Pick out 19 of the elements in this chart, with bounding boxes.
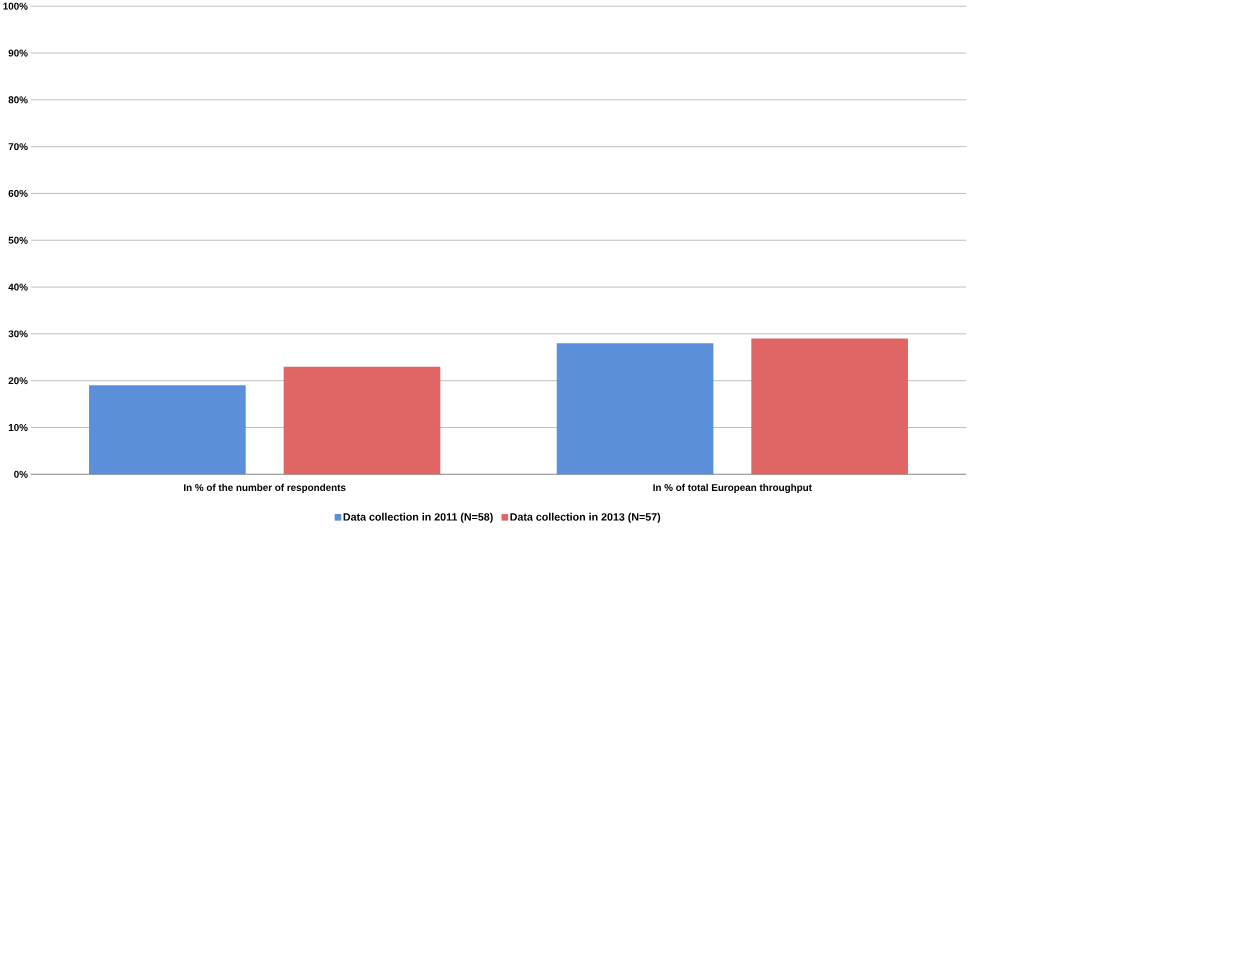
y-tick-label: 100% [3,2,28,10]
y-tick-label: 80% [8,96,28,104]
x-tick-label: In % of the number of respondents [184,483,346,494]
legend-label: Data collection in 2011 (N=58) [343,512,493,523]
bar [89,385,246,475]
legend-label: Data collection in 2013 (N=57) [510,512,661,523]
y-tick-label: 60% [8,190,28,197]
y-tick-label: 90% [8,49,28,57]
x-tick-label: In % of total European throughput [653,483,812,494]
bar [283,366,441,475]
y-tick-label: 40% [8,283,28,291]
y-tick-label: 0% [14,470,28,478]
y-tick-label: 30% [8,330,28,338]
bar [556,343,714,475]
y-tick-label: 20% [8,377,28,385]
bar [751,338,908,475]
y-tick-label: 50% [8,236,28,244]
y-tick-label: 70% [8,143,28,151]
y-tick-label: 10% [8,424,28,432]
